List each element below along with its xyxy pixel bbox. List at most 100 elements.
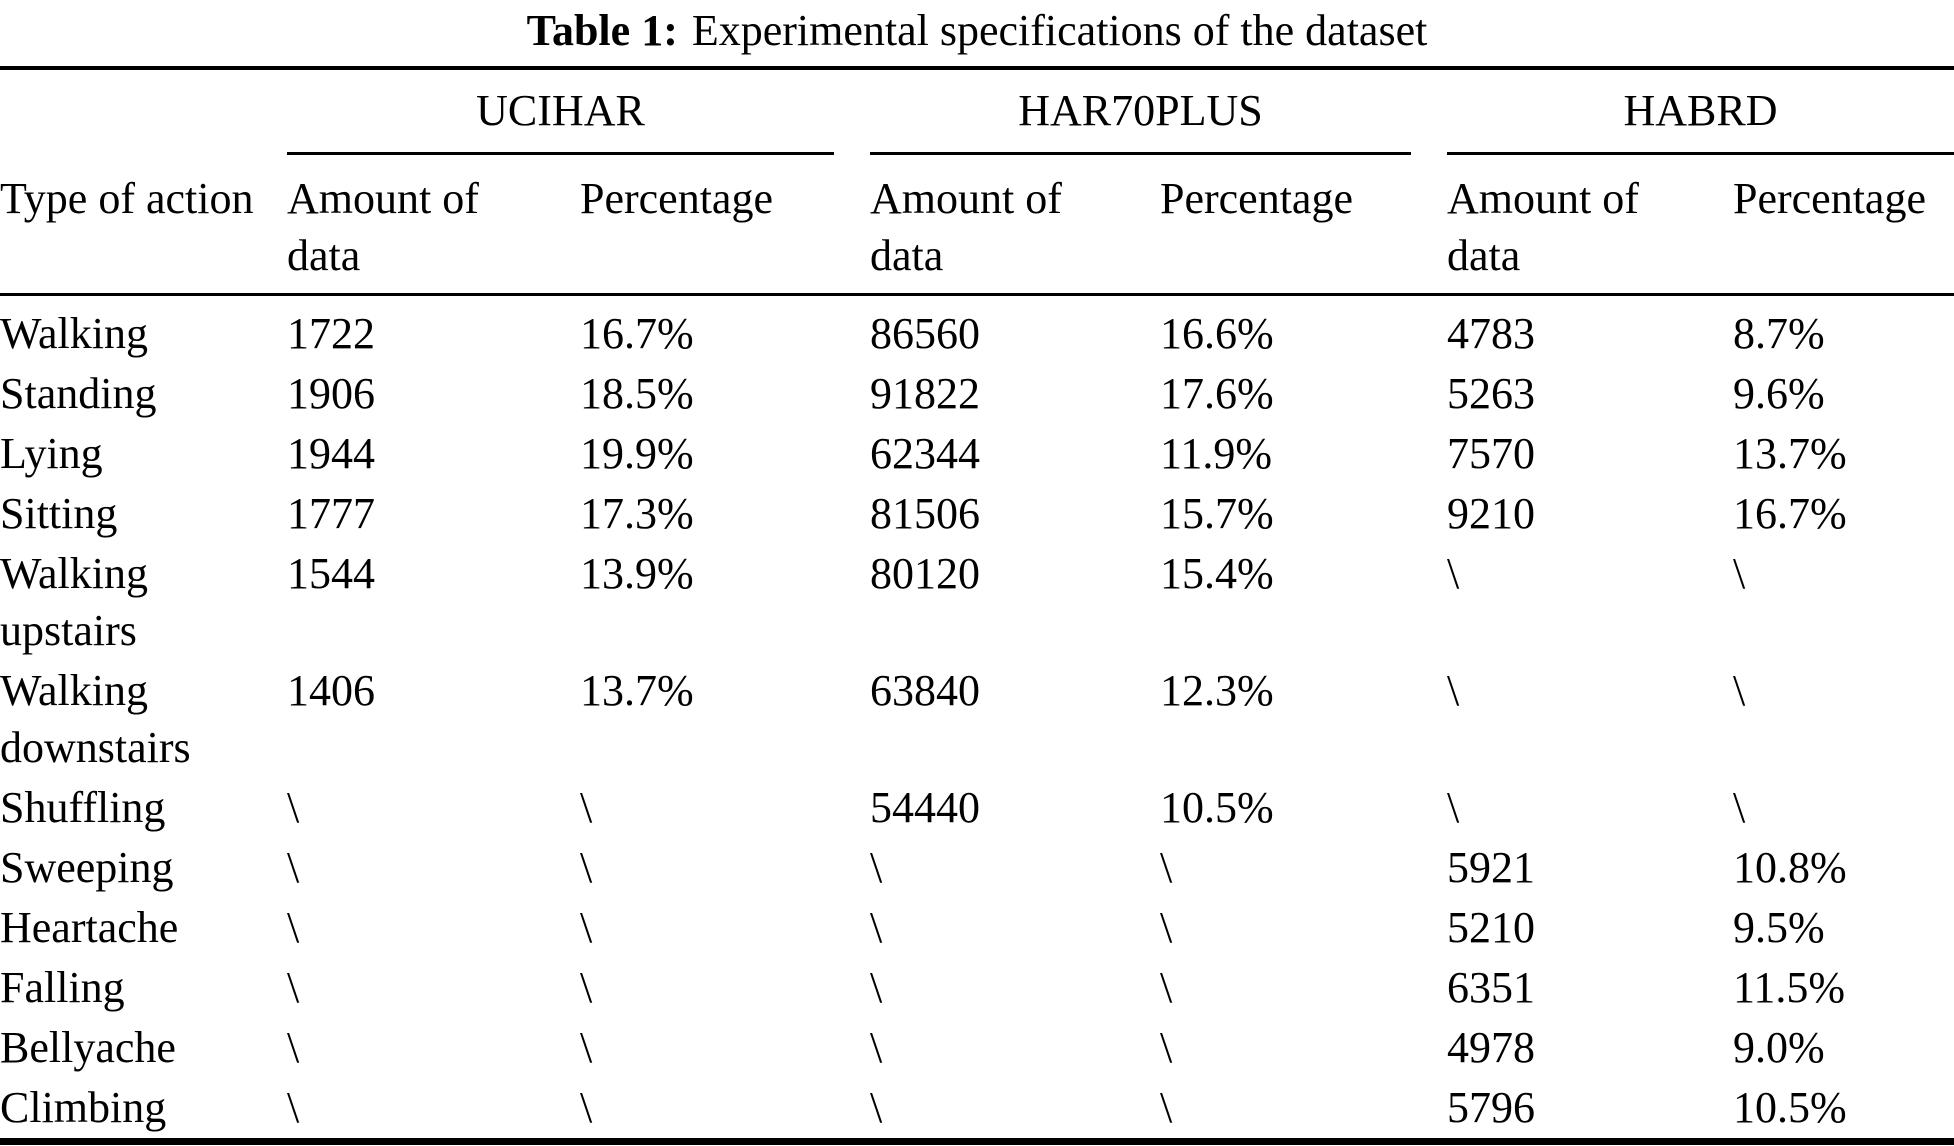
column-header-har70plus-amount: Amount of data	[870, 155, 1160, 296]
table-row-shuffling: Shuffling \ \ 54440 10.5% \ \	[0, 778, 1954, 838]
value-cell: 11.5%	[1733, 963, 1846, 1012]
action-cell: Sweeping	[0, 843, 174, 892]
group-header-ucihar-label: UCIHAR	[287, 70, 834, 155]
value-cell: 16.7%	[1733, 489, 1847, 538]
value-cell: \	[580, 963, 593, 1012]
value-cell: 4978	[1447, 1023, 1535, 1072]
value-cell: 8.7%	[1733, 309, 1825, 358]
column-header-type-of-action: Type of action	[0, 155, 287, 296]
table-row-heartache: Heartache \ \ \ \ 5210 9.5%	[0, 898, 1954, 958]
value-cell: 6351	[1447, 963, 1535, 1012]
value-cell: 10.5%	[1733, 1083, 1847, 1132]
group-header-har70plus: HAR70PLUS	[870, 68, 1447, 155]
table-row-sitting: Sitting 1777 17.3% 81506 15.7% 9210 16.7…	[0, 484, 1954, 544]
dataset-specifications-table: UCIHAR HAR70PLUS HABRD Type of action Am…	[0, 66, 1954, 1145]
value-cell: \	[1733, 783, 1746, 832]
value-cell: 1944	[287, 429, 375, 478]
table-row-walking-downstairs: Walking downstairs 1406 13.7% 63840 12.3…	[0, 661, 1954, 778]
value-cell: 15.4%	[1160, 549, 1274, 598]
value-cell: \	[1733, 549, 1746, 598]
value-cell: 5921	[1447, 843, 1535, 892]
action-cell: Bellyache	[0, 1023, 176, 1072]
value-cell: 11.9%	[1160, 429, 1273, 478]
value-cell: \	[580, 843, 593, 892]
table-caption: Table 1: Experimental specifications of t…	[0, 0, 1954, 60]
action-cell: Lying	[0, 429, 103, 478]
value-cell: 9210	[1447, 489, 1535, 538]
value-cell: 80120	[870, 549, 980, 598]
table-row-standing: Standing 1906 18.5% 91822 17.6% 5263 9.6…	[0, 364, 1954, 424]
column-header-habrd-amount: Amount of data	[1447, 155, 1733, 296]
value-cell: \	[1160, 843, 1173, 892]
table-row-walking-upstairs: Walking upstairs 1544 13.9% 80120 15.4% …	[0, 544, 1954, 661]
value-cell: \	[580, 903, 593, 952]
group-header-row: UCIHAR HAR70PLUS HABRD	[0, 68, 1954, 155]
value-cell: 7570	[1447, 429, 1535, 478]
value-cell: \	[287, 903, 300, 952]
table-row-bellyache: Bellyache \ \ \ \ 4978 9.0%	[0, 1018, 1954, 1078]
column-header-ucihar-amount: Amount of data	[287, 155, 580, 296]
column-header-har70plus-percentage: Percentage	[1160, 155, 1447, 296]
value-cell: \	[870, 903, 883, 952]
value-cell: 17.6%	[1160, 369, 1274, 418]
value-cell: \	[580, 783, 593, 832]
value-cell: 4783	[1447, 309, 1535, 358]
value-cell: 5210	[1447, 903, 1535, 952]
column-header-row: Type of action Amount of data Percentage…	[0, 155, 1954, 296]
value-cell: 62344	[870, 429, 980, 478]
value-cell: \	[1160, 1023, 1173, 1072]
value-cell: \	[580, 1023, 593, 1072]
value-cell: \	[1733, 666, 1746, 715]
value-cell: \	[1160, 903, 1173, 952]
value-cell: 54440	[870, 783, 980, 832]
table-row-sweeping: Sweeping \ \ \ \ 5921 10.8%	[0, 838, 1954, 898]
value-cell: 10.5%	[1160, 783, 1274, 832]
action-cell: Falling	[0, 963, 125, 1012]
table-row-falling: Falling \ \ \ \ 6351 11.5%	[0, 958, 1954, 1018]
value-cell: \	[1447, 783, 1460, 832]
group-header-habrd-label: HABRD	[1447, 70, 1954, 155]
value-cell: 86560	[870, 309, 980, 358]
action-cell: Heartache	[0, 903, 179, 952]
value-cell: \	[870, 1083, 883, 1132]
action-cell: Sitting	[0, 489, 118, 538]
value-cell: 19.9%	[580, 429, 694, 478]
value-cell: \	[287, 963, 300, 1012]
action-cell: Shuffling	[0, 783, 166, 832]
table-row-walking: Walking 1722 16.7% 86560 16.6% 4783 8.7%	[0, 295, 1954, 365]
table-row-climbing: Climbing \ \ \ \ 5796 10.5%	[0, 1078, 1954, 1142]
value-cell: \	[287, 843, 300, 892]
action-cell: Climbing	[0, 1083, 167, 1132]
value-cell: 5796	[1447, 1083, 1535, 1132]
value-cell: 1544	[287, 549, 375, 598]
value-cell: \	[870, 843, 883, 892]
value-cell: \	[287, 1023, 300, 1072]
value-cell: \	[870, 963, 883, 1012]
value-cell: 91822	[870, 369, 980, 418]
value-cell: 9.5%	[1733, 903, 1825, 952]
value-cell: \	[1160, 1083, 1173, 1132]
value-cell: 10.8%	[1733, 843, 1847, 892]
value-cell: 13.7%	[580, 666, 694, 715]
value-cell: 9.0%	[1733, 1023, 1825, 1072]
value-cell: \	[287, 783, 300, 832]
column-header-habrd-percentage: Percentage	[1733, 155, 1954, 296]
group-header-ucihar: UCIHAR	[287, 68, 870, 155]
value-cell: 13.9%	[580, 549, 694, 598]
value-cell: 1406	[287, 666, 375, 715]
value-cell: 1906	[287, 369, 375, 418]
value-cell: 63840	[870, 666, 980, 715]
value-cell: \	[1447, 666, 1460, 715]
value-cell: 9.6%	[1733, 369, 1825, 418]
value-cell: 16.7%	[580, 309, 694, 358]
value-cell: \	[580, 1083, 593, 1132]
value-cell: 12.3%	[1160, 666, 1274, 715]
value-cell: 81506	[870, 489, 980, 538]
value-cell: 17.3%	[580, 489, 694, 538]
value-cell: 15.7%	[1160, 489, 1274, 538]
table-row-lying: Lying 1944 19.9% 62344 11.9% 7570 13.7%	[0, 424, 1954, 484]
value-cell: \	[287, 1083, 300, 1132]
action-cell: Standing	[0, 369, 157, 418]
value-cell: 1777	[287, 489, 375, 538]
